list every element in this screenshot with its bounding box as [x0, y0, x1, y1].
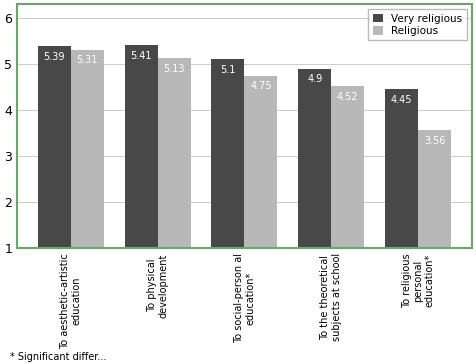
- Bar: [245, 76, 278, 294]
- Text: 4.45: 4.45: [391, 95, 412, 105]
- Bar: [331, 86, 364, 294]
- Bar: [38, 46, 71, 294]
- Text: 5.41: 5.41: [130, 51, 152, 61]
- Bar: [298, 69, 331, 294]
- Bar: [158, 58, 190, 294]
- Bar: [71, 50, 104, 294]
- Bar: [385, 90, 418, 294]
- Text: 5.13: 5.13: [163, 64, 185, 74]
- Bar: [125, 45, 158, 294]
- Text: 5.39: 5.39: [43, 52, 65, 62]
- Bar: [211, 59, 245, 294]
- Legend: Very religious, Religious: Very religious, Religious: [368, 9, 466, 40]
- Text: 4.75: 4.75: [250, 81, 272, 91]
- Bar: [418, 130, 451, 294]
- Text: 4.52: 4.52: [337, 92, 358, 102]
- Text: 3.56: 3.56: [424, 136, 446, 146]
- Text: 5.31: 5.31: [77, 55, 98, 65]
- Text: 4.9: 4.9: [307, 74, 322, 84]
- Text: 5.1: 5.1: [220, 65, 236, 75]
- Text: * Significant differ...: * Significant differ...: [10, 352, 106, 362]
